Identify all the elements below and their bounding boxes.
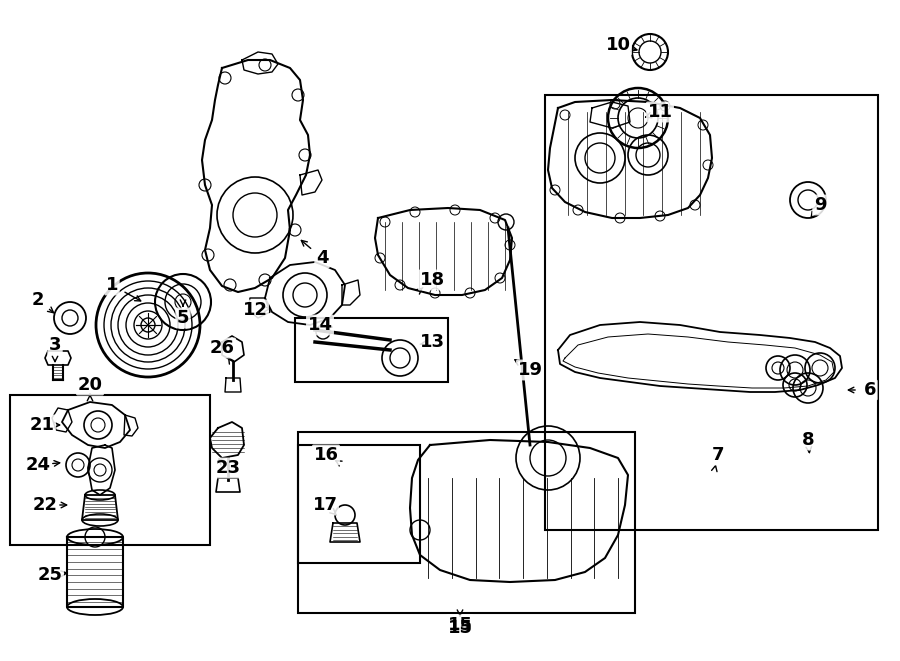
Text: 20: 20: [77, 376, 103, 394]
Text: 19: 19: [518, 361, 543, 379]
Text: 6: 6: [864, 381, 877, 399]
Text: 16: 16: [313, 446, 338, 464]
Text: 26: 26: [210, 339, 235, 357]
Text: 17: 17: [312, 496, 338, 514]
Text: 4: 4: [316, 249, 328, 267]
Text: 7: 7: [712, 446, 724, 464]
Text: 24: 24: [25, 456, 50, 474]
Text: 18: 18: [419, 271, 445, 289]
Text: 1: 1: [106, 276, 118, 294]
Text: 25: 25: [38, 566, 62, 584]
Bar: [298, 445, 420, 563]
Text: 15: 15: [447, 619, 473, 637]
Bar: [298, 432, 635, 613]
Bar: [295, 318, 448, 382]
Text: 23: 23: [215, 459, 240, 477]
Text: 22: 22: [32, 496, 58, 514]
Bar: [545, 95, 878, 530]
Text: 13: 13: [419, 333, 445, 351]
Text: 11: 11: [647, 103, 672, 121]
Text: 15: 15: [447, 616, 473, 634]
Text: 8: 8: [802, 431, 814, 449]
Text: 21: 21: [30, 416, 55, 434]
Text: 3: 3: [49, 336, 61, 354]
Text: 9: 9: [814, 196, 826, 214]
Text: 14: 14: [308, 316, 332, 334]
Text: 5: 5: [176, 309, 189, 327]
Bar: [10, 395, 210, 545]
Text: 10: 10: [606, 36, 631, 54]
Text: 2: 2: [32, 291, 44, 309]
Text: 12: 12: [242, 301, 267, 319]
